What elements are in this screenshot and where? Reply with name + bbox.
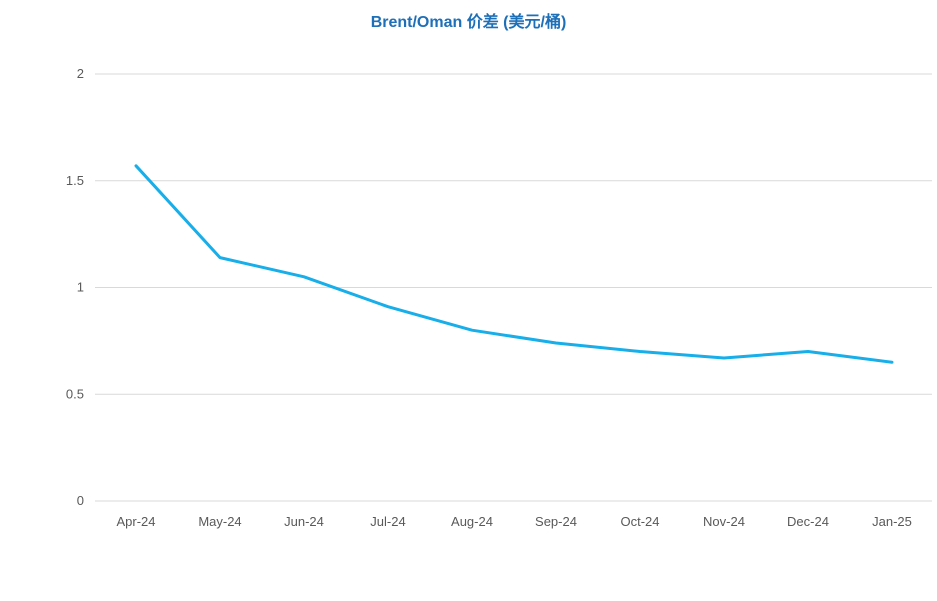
y-tick-label: 0: [77, 493, 84, 508]
x-tick-label: Jul-24: [370, 514, 405, 529]
x-tick-label: Nov-24: [703, 514, 745, 529]
gridlines: [95, 73, 932, 502]
y-tick-label: 1.5: [66, 173, 84, 188]
chart-title: Brent/Oman 价差 (美元/桶): [370, 14, 567, 31]
x-tick-label: Oct-24: [620, 514, 659, 529]
x-axis-labels: Apr-24 May-24 Jun-24 Jul-24 Aug-24 Sep-24 Oct-…: [116, 514, 911, 529]
x-tick-label: Aug-24: [451, 514, 493, 529]
x-tick-label: Jan-25: [872, 514, 912, 529]
y-tick-label: 1: [77, 280, 84, 295]
y-tick-label: 0.5: [66, 386, 84, 401]
x-tick-label: Sep-24: [535, 514, 577, 529]
x-tick-label: Jun-24: [284, 514, 324, 529]
series-line: [134, 164, 894, 364]
y-tick-label: 2: [77, 66, 84, 81]
y-axis-labels: 0 0.5 1 1.5 2: [66, 66, 84, 508]
series-layer: [134, 164, 894, 364]
x-tick-label: Dec-24: [787, 514, 829, 529]
x-tick-label: May-24: [198, 514, 241, 529]
x-tick-label: Apr-24: [116, 514, 155, 529]
